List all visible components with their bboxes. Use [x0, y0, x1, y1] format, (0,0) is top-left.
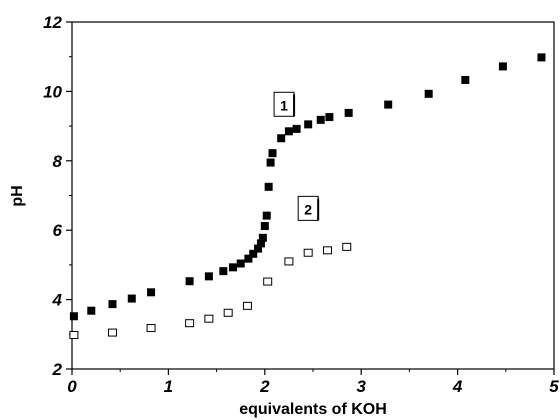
data-point-series-1: [69, 312, 78, 321]
series-callouts: 12: [273, 91, 320, 221]
series-2: [69, 242, 352, 339]
data-point-series-2: [322, 246, 332, 255]
data-point-series-1: [254, 244, 263, 253]
data-point-series-1: [127, 294, 136, 303]
series-callout: 1: [273, 91, 296, 117]
x-tick-labels: 0 1 2 3 4 5: [67, 377, 559, 396]
data-point-series-1: [204, 272, 213, 281]
x-tick-label: 1: [164, 377, 173, 396]
data-point-series-1: [219, 267, 228, 276]
data-point-series-2: [204, 314, 214, 323]
data-point-series-2: [303, 248, 313, 257]
data-point-series-2: [263, 277, 273, 286]
data-point-series-1: [262, 211, 271, 220]
x-tick-label: 3: [356, 377, 366, 396]
data-point-series-1: [236, 259, 245, 268]
data-point-series-1: [537, 53, 546, 62]
x-tick-label: 5: [549, 377, 559, 396]
data-series: [69, 53, 546, 339]
x-tick-label: 4: [452, 377, 463, 396]
data-point-series-1: [277, 134, 286, 143]
data-point-series-1: [185, 277, 194, 286]
data-point-series-2: [69, 330, 79, 339]
data-point-series-1: [292, 124, 301, 133]
data-point-series-2: [242, 301, 252, 310]
data-point-series-1: [268, 149, 277, 158]
data-point-series-1: [304, 120, 313, 129]
x-axis-title: equivalents of KOH: [239, 401, 387, 418]
data-point-series-1: [244, 254, 253, 263]
y-tick-label: 12: [43, 13, 62, 32]
data-point-series-1: [498, 62, 507, 71]
data-point-series-1: [256, 239, 265, 248]
data-point-series-2: [146, 324, 156, 333]
y-tick-labels: 2 4 6 8 10 12: [43, 13, 62, 379]
data-point-series-1: [325, 113, 334, 122]
data-point-series-1: [264, 182, 273, 191]
data-point-series-1: [384, 100, 393, 109]
data-point-series-2: [284, 257, 294, 266]
series-callout: 2: [297, 195, 320, 221]
data-point-series-1: [344, 108, 353, 117]
data-point-series-1: [266, 158, 275, 167]
data-point-series-1: [316, 115, 325, 124]
y-tick-label: 8: [53, 152, 63, 171]
data-point-series-1: [249, 249, 258, 258]
data-point-series-1: [461, 75, 470, 84]
callout-label: 2: [304, 201, 312, 217]
data-point-series-2: [185, 319, 195, 328]
data-point-series-1: [284, 127, 293, 136]
data-point-series-2: [223, 308, 233, 317]
data-point-series-1: [260, 222, 269, 231]
data-point-series-1: [108, 300, 117, 309]
data-point-series-2: [107, 328, 117, 337]
y-tick-label: 2: [52, 360, 63, 379]
data-point-series-1: [424, 89, 433, 98]
y-axis-title: pH: [9, 185, 26, 206]
y-tick-label: 4: [52, 291, 63, 310]
data-point-series-2: [342, 242, 352, 251]
x-tick-label: 2: [259, 377, 270, 396]
y-tick-label: 6: [53, 221, 63, 240]
data-point-series-1: [87, 306, 96, 315]
data-point-series-1: [147, 288, 156, 297]
y-tick-label: 10: [43, 82, 62, 101]
data-point-series-1: [228, 263, 237, 272]
callout-label: 1: [280, 97, 288, 113]
x-tick-label: 0: [67, 377, 77, 396]
series-1: [69, 53, 546, 321]
plot-frame: [71, 21, 555, 370]
data-point-series-1: [258, 233, 267, 242]
